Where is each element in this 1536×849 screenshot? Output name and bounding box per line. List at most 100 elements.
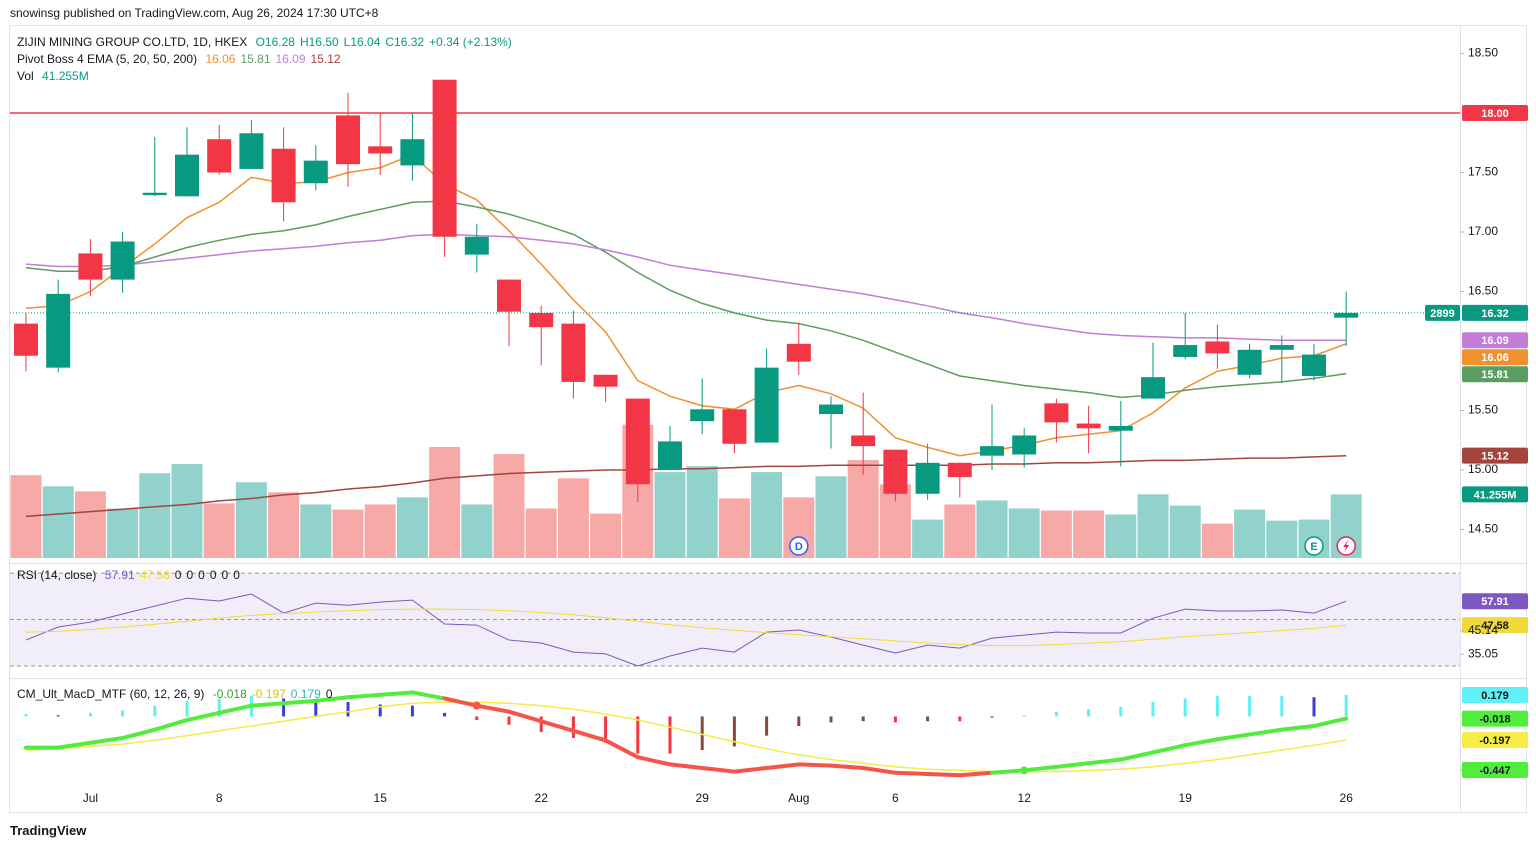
histogram-bar	[507, 716, 511, 725]
histogram-bar	[346, 702, 350, 717]
y-tick-label: 35.05	[1468, 646, 1498, 660]
rsi-value-label-bg	[1462, 617, 1528, 634]
histogram-bar	[539, 716, 543, 733]
volume-bar	[1073, 510, 1105, 558]
macd-segment	[1247, 727, 1284, 737]
histogram-bar	[571, 716, 575, 739]
y-tick-label: 45.14	[1468, 623, 1498, 637]
candle-body	[14, 323, 38, 356]
candle-body	[529, 312, 554, 328]
macd-segment	[603, 738, 640, 760]
histogram-bar	[604, 716, 608, 743]
histogram-bar	[861, 716, 865, 722]
volume-bar	[1040, 510, 1072, 558]
y-tick-label: 14.50	[1468, 522, 1498, 536]
symbol-code-bg	[1425, 304, 1460, 321]
rsi-value-label: 47.58	[1481, 620, 1509, 632]
volume-bar	[654, 472, 686, 558]
candle-body	[239, 133, 264, 169]
ema-value-label: 16.06	[1481, 352, 1509, 364]
ema-legend-value: 16.06	[205, 52, 236, 66]
histogram-bar	[700, 716, 704, 751]
event-marker-label: E	[1310, 541, 1317, 553]
candle-body	[207, 139, 232, 173]
candle-body	[819, 404, 843, 415]
macd-segment	[185, 710, 222, 723]
candle-body	[303, 160, 328, 184]
rsi-line	[25, 608, 1347, 647]
candle-body	[1076, 423, 1101, 429]
hline-label: 18.00	[1481, 108, 1509, 120]
histogram-bar	[217, 698, 221, 717]
y-tick-label: -0.447	[1479, 765, 1510, 777]
candle-body	[1108, 425, 1133, 431]
volume-bar	[429, 446, 461, 558]
frame	[9, 25, 1527, 813]
volume-label: 41.255M	[1474, 489, 1517, 501]
volume-bar	[139, 473, 171, 558]
cross-dot	[1020, 766, 1029, 775]
legend-extra: 0	[233, 568, 240, 582]
macd-segment	[764, 762, 801, 770]
histogram-bar	[668, 716, 672, 754]
ohlc-value: O16.28	[255, 35, 295, 49]
legend-extra: 0	[174, 568, 182, 582]
legend-extra: 0	[186, 568, 194, 582]
ema-legend-value: 16.09	[275, 52, 306, 66]
candle-body	[1237, 349, 1262, 375]
legend-extra: 0	[198, 568, 205, 582]
histogram-bar	[893, 716, 897, 723]
macd-segment	[56, 740, 93, 750]
volume-bar	[10, 475, 42, 558]
macd-segment	[1312, 716, 1349, 729]
candle-body	[110, 241, 135, 280]
change-value: +0.34 (+2.13%)	[429, 35, 512, 49]
ema-value-label-bg	[1462, 447, 1528, 464]
x-tick-label: 12	[1018, 791, 1032, 805]
rsi-legend: RSI (14, close) 57.91 47.58 0 0 0 0 0 0	[17, 567, 245, 583]
volume-bar	[718, 498, 750, 558]
histogram-bar	[636, 716, 640, 754]
candle-body	[1269, 345, 1294, 350]
volume-legend: Vol 41.255M	[17, 68, 94, 84]
macd-segment	[635, 755, 672, 767]
ema-legend-value: 15.81	[240, 52, 271, 66]
cross-dot	[472, 701, 481, 710]
ema-line	[25, 153, 1347, 457]
histogram-value-label-bg	[1462, 686, 1528, 703]
volume-bar	[1169, 505, 1201, 558]
macd-legend-value: -0.018	[212, 687, 247, 701]
macd-segment	[861, 766, 898, 775]
volume-bar	[493, 454, 525, 558]
rsi-title: RSI (14, close)	[17, 568, 97, 582]
macd-title: CM_Ult_MacD_MTF (60, 12, 26, 9)	[17, 687, 205, 701]
macd-segment	[925, 771, 962, 778]
last-price-label-bg	[1462, 304, 1528, 321]
candle-body	[1173, 345, 1198, 357]
volume-bar	[268, 492, 300, 558]
macd-segment	[1118, 750, 1155, 762]
x-tick-label: 22	[535, 791, 549, 805]
candle-body	[1205, 341, 1230, 354]
candle-body	[400, 139, 425, 166]
candle-body	[336, 115, 360, 165]
histogram-bar	[121, 710, 125, 717]
histogram-bar	[926, 716, 930, 722]
candle-body	[1012, 435, 1037, 455]
macd-segment	[281, 698, 318, 706]
candle-body	[1334, 312, 1359, 318]
x-tick-label: 19	[1179, 791, 1193, 805]
candle-body	[497, 279, 521, 312]
candle-body	[1141, 377, 1165, 399]
x-tick-label: 8	[216, 791, 223, 805]
volume-legend-value: 41.255M	[42, 69, 89, 83]
y-tick-label-bg	[1462, 762, 1528, 779]
volume-bar	[1137, 494, 1169, 558]
candle-body	[786, 343, 811, 362]
macd-segment	[120, 727, 157, 741]
candle-body	[625, 398, 650, 485]
rsi-value-label-bg	[1462, 593, 1528, 610]
candle-body	[690, 409, 715, 422]
volume-bar	[1008, 508, 1040, 558]
candle-body	[980, 446, 1004, 456]
